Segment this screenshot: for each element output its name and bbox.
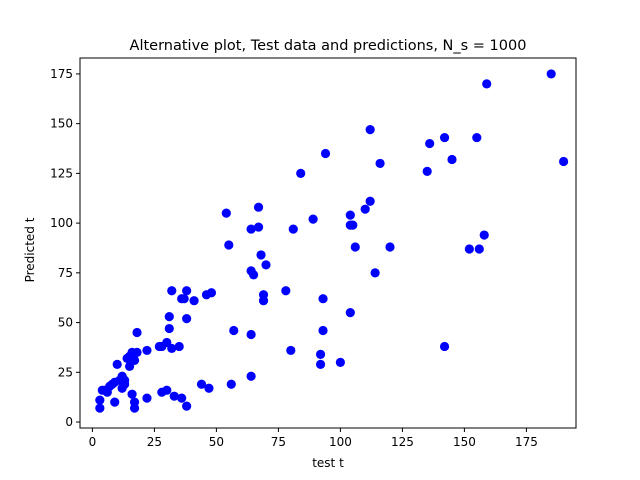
- data-point: [224, 240, 234, 250]
- x-tick-label: 25: [147, 435, 162, 449]
- data-point: [226, 379, 236, 389]
- data-point: [318, 325, 328, 336]
- y-tick-label: 50: [58, 316, 73, 330]
- data-point: [246, 329, 256, 340]
- data-point: [318, 294, 328, 304]
- data-point: [177, 393, 187, 403]
- data-point: [112, 359, 122, 369]
- data-point: [370, 268, 380, 278]
- data-point: [179, 294, 189, 304]
- data-point: [182, 286, 192, 296]
- data-point: [164, 312, 174, 322]
- data-point: [385, 242, 395, 252]
- x-tick-label: 150: [453, 435, 476, 449]
- y-tick-label: 175: [50, 67, 73, 81]
- y-tick-label: 0: [65, 415, 73, 429]
- data-point: [439, 341, 450, 352]
- data-point: [249, 270, 259, 280]
- data-point: [439, 132, 450, 143]
- y-tick-label: 75: [58, 266, 73, 280]
- y-tick-label: 150: [50, 117, 73, 131]
- data-point: [154, 341, 164, 352]
- x-tick-label: 175: [515, 435, 538, 449]
- data-point: [546, 69, 556, 79]
- data-point: [142, 393, 152, 403]
- data-point: [479, 230, 489, 240]
- data-point: [345, 308, 355, 318]
- data-point: [315, 349, 326, 359]
- data-point: [258, 296, 269, 306]
- data-point: [464, 244, 474, 254]
- data-point: [281, 286, 291, 296]
- data-point: [422, 166, 432, 176]
- data-point: [129, 403, 140, 413]
- data-point: [127, 389, 137, 399]
- data-point: [95, 395, 105, 405]
- data-point: [174, 341, 184, 352]
- data-point: [320, 148, 331, 159]
- chart-title: Alternative plot, Test data and predicti…: [130, 38, 527, 54]
- data-point: [182, 401, 192, 411]
- y-tick-label: 25: [58, 365, 73, 379]
- data-point: [169, 391, 179, 401]
- x-tick-label: 100: [329, 435, 352, 449]
- data-point: [296, 168, 306, 178]
- y-tick-label: 100: [50, 216, 73, 230]
- data-point: [286, 345, 296, 356]
- data-point: [229, 325, 239, 336]
- data-point: [97, 385, 107, 395]
- data-point: [256, 250, 266, 260]
- data-point: [447, 154, 457, 165]
- data-point: [472, 132, 482, 143]
- x-tick-label: 0: [89, 435, 97, 449]
- data-point: [246, 371, 256, 381]
- data-point: [110, 397, 120, 407]
- x-tick-label: 125: [391, 435, 414, 449]
- data-point: [360, 204, 370, 214]
- data-point: [345, 210, 355, 220]
- data-point: [425, 138, 435, 149]
- data-point: [482, 79, 492, 89]
- data-point: [365, 196, 375, 206]
- data-point: [345, 220, 355, 230]
- data-point: [253, 202, 264, 212]
- data-point: [221, 208, 231, 218]
- data-point: [375, 158, 385, 169]
- y-axis-label: Predicted t: [23, 217, 37, 282]
- data-point: [335, 357, 345, 367]
- y-tick-label: 125: [50, 166, 73, 180]
- plot-area: 0 25 50 75 100 125 150 175 0 25 50 75 100 125 150 175: [50, 57, 577, 449]
- data-point: [204, 383, 214, 393]
- data-point: [206, 288, 217, 298]
- data-point: [162, 385, 172, 395]
- data-point: [308, 214, 318, 224]
- data-point: [182, 313, 192, 324]
- x-axis-label: test t: [312, 456, 344, 470]
- data-point: [142, 345, 152, 356]
- data-point: [365, 125, 375, 135]
- data-point: [288, 224, 298, 234]
- x-tick-label: 50: [209, 435, 224, 449]
- data-point: [117, 383, 127, 393]
- data-point: [122, 353, 132, 363]
- data-point: [167, 286, 177, 296]
- data-point: [559, 156, 569, 167]
- data-point: [474, 244, 484, 254]
- data-point: [196, 379, 207, 389]
- data-point: [246, 224, 256, 234]
- axes-frame: [79, 57, 577, 429]
- data-point: [261, 260, 271, 270]
- data-point: [315, 359, 326, 369]
- data-point: [164, 323, 174, 334]
- data-point: [167, 343, 177, 354]
- data-point: [132, 327, 142, 338]
- data-point: [350, 242, 360, 252]
- data-point: [253, 222, 264, 232]
- x-tick-label: 75: [271, 435, 286, 449]
- data-point: [95, 403, 105, 413]
- data-point: [125, 361, 135, 371]
- data-point: [189, 296, 199, 306]
